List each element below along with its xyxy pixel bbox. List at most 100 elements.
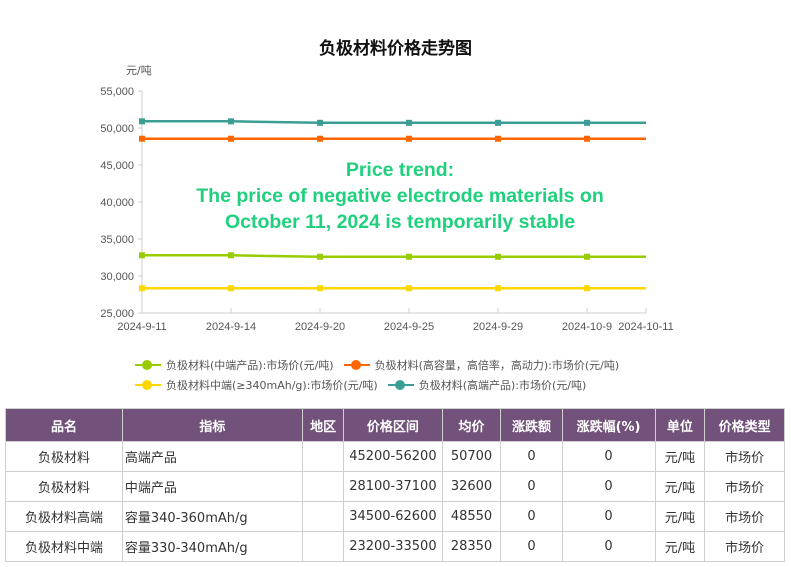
cell-avg-price: 28350 (441, 531, 502, 562)
cell-change-percent: 0 (561, 441, 656, 472)
cell-price-type: 市场价 (704, 501, 785, 532)
header-price-type: 价格类型 (704, 408, 785, 442)
legend-marker-icon (135, 380, 161, 390)
x-tick-label: 2024-9-11 (117, 321, 166, 333)
cell-change-amount: 0 (500, 501, 563, 532)
cell-price-range: 28100-37100 (343, 471, 443, 502)
cell-avg-price: 32600 (441, 471, 502, 502)
data-point-marker[interactable] (406, 253, 412, 260)
cell-product-name: 负极材料 (5, 471, 123, 502)
data-point-marker[interactable] (584, 135, 590, 142)
data-point-marker[interactable] (495, 119, 501, 126)
y-tick-label: 45,000 (100, 160, 134, 172)
annotation-line-3: October 11, 2024 is temporarily stable (224, 211, 576, 233)
data-point-marker[interactable] (317, 285, 323, 292)
y-tick-label: 55,000 (100, 86, 134, 98)
data-point-marker[interactable] (495, 253, 501, 260)
y-tick-label: 40,000 (100, 197, 134, 209)
price-trend-annotation: Price trend: The price of negative elect… (150, 157, 650, 235)
legend-label: 负极材料(中端产品):市场价(元/吨) (166, 359, 334, 372)
cell-change-percent: 0 (561, 501, 656, 532)
header-region: 地区 (301, 408, 345, 442)
legend-item-mid-end[interactable]: 负极材料(中端产品):市场价(元/吨) (135, 357, 334, 373)
data-point-marker[interactable] (228, 285, 234, 292)
data-point-marker[interactable] (139, 118, 145, 125)
cell-product-name: 负极材料 (5, 441, 123, 472)
x-tick-label: 2024-9-14 (206, 321, 256, 333)
cell-region (301, 471, 345, 502)
cell-price-range: 45200-56200 (343, 441, 443, 472)
data-point-marker[interactable] (406, 119, 412, 126)
data-point-marker[interactable] (228, 252, 234, 259)
cell-unit: 元/吨 (654, 531, 706, 562)
cell-unit: 元/吨 (654, 501, 706, 532)
header-price-range: 价格区间 (343, 408, 443, 442)
legend-item-high-end[interactable]: 负极材料(高端产品):市场价(元/吨) (387, 377, 587, 393)
legend-label: 负极材料(高端产品):市场价(元/吨) (418, 379, 587, 392)
cell-indicator: 中端产品 (121, 471, 303, 502)
legend-label: 负极材料中端(≥340mAh/g):市场价(元/吨) (166, 379, 378, 392)
legend-item-mid-340[interactable]: 负极材料中端(≥340mAh/g):市场价(元/吨) (135, 377, 378, 393)
x-tick-label: 2024-10-9 (562, 321, 612, 333)
cell-indicator: 容量330-340mAh/g (121, 531, 303, 562)
chart-title: 负极材料价格走势图 (319, 39, 472, 59)
price-table: 品名 指标 地区 价格区间 均价 涨跌额 涨跌幅(%) 单位 价格类型 负极材料… (5, 408, 785, 562)
data-point-marker[interactable] (495, 135, 501, 142)
cell-change-amount: 0 (500, 531, 563, 562)
cell-avg-price: 50700 (441, 441, 502, 472)
series-line (142, 120, 646, 125)
x-tick-label: 2024-9-29 (473, 321, 523, 333)
header-change-amount: 涨跌额 (500, 408, 563, 442)
cell-change-amount: 0 (500, 471, 563, 502)
data-point-marker[interactable] (584, 119, 590, 126)
table-header-row: 品名 指标 地区 价格区间 均价 涨跌额 涨跌幅(%) 单位 价格类型 (5, 408, 785, 442)
data-point-marker[interactable] (139, 252, 145, 259)
data-point-marker[interactable] (228, 135, 234, 142)
legend-item-high-capacity[interactable]: 负极材料(高容量，高倍率，高动力):市场价(元/吨) (343, 357, 620, 373)
annotation-line-2: The price of negative electrode material… (196, 185, 604, 207)
cell-region (301, 441, 345, 472)
cell-price-range: 23200-33500 (343, 531, 443, 562)
y-tick-label: 35,000 (100, 234, 134, 246)
cell-unit: 元/吨 (654, 471, 706, 502)
cell-change-percent: 0 (561, 531, 656, 562)
legend-marker-icon (135, 360, 161, 370)
series-line (142, 254, 646, 259)
x-tick-label: 2024-9-25 (384, 321, 434, 333)
cell-price-type: 市场价 (704, 531, 785, 562)
header-indicator: 指标 (121, 408, 303, 442)
data-point-marker[interactable] (228, 118, 234, 125)
header-avg-price: 均价 (441, 408, 502, 442)
header-product-name: 品名 (5, 408, 123, 442)
cell-indicator: 高端产品 (121, 441, 303, 472)
data-point-marker[interactable] (317, 119, 323, 126)
annotation-line-1: Price trend: (345, 159, 455, 181)
cell-product-name: 负极材料中端 (5, 531, 123, 562)
y-axis-unit: 元/吨 (126, 64, 152, 77)
data-point-marker[interactable] (317, 135, 323, 142)
table-row: 负极材料高端 容量340-360mAh/g 34500-62600 48550 … (5, 501, 785, 532)
y-tick-label: 50,000 (100, 123, 134, 135)
table-row: 负极材料中端 容量330-340mAh/g 23200-33500 28350 … (5, 531, 785, 562)
cell-product-name: 负极材料高端 (5, 501, 123, 532)
data-point-marker[interactable] (495, 285, 501, 292)
legend-label: 负极材料(高容量，高倍率，高动力):市场价(元/吨) (374, 359, 620, 372)
line-chart-plot: 25,000 30,000 35,000 40,000 45,000 50,000 55,0… (100, 86, 673, 333)
table-row: 负极材料 中端产品 28100-37100 32600 0 0 元/吨 市场价 (5, 471, 785, 502)
data-point-marker[interactable] (406, 285, 412, 292)
cell-price-type: 市场价 (704, 471, 785, 502)
data-point-marker[interactable] (317, 253, 323, 260)
cell-price-type: 市场价 (704, 441, 785, 472)
cell-indicator: 容量340-360mAh/g (121, 501, 303, 532)
data-point-marker[interactable] (139, 285, 145, 292)
data-point-marker[interactable] (584, 285, 590, 292)
data-point-marker[interactable] (139, 135, 145, 142)
y-tick-label: 25,000 (100, 308, 134, 320)
table-row: 负极材料 高端产品 45200-56200 50700 0 0 元/吨 市场价 (5, 441, 785, 472)
x-tick-label: 2024-9-20 (295, 321, 345, 333)
data-point-marker[interactable] (406, 135, 412, 142)
x-tick-label: 2024-10-11 (618, 321, 673, 333)
header-unit: 单位 (654, 408, 706, 442)
y-tick-label: 30,000 (100, 271, 134, 283)
data-point-marker[interactable] (584, 253, 590, 260)
